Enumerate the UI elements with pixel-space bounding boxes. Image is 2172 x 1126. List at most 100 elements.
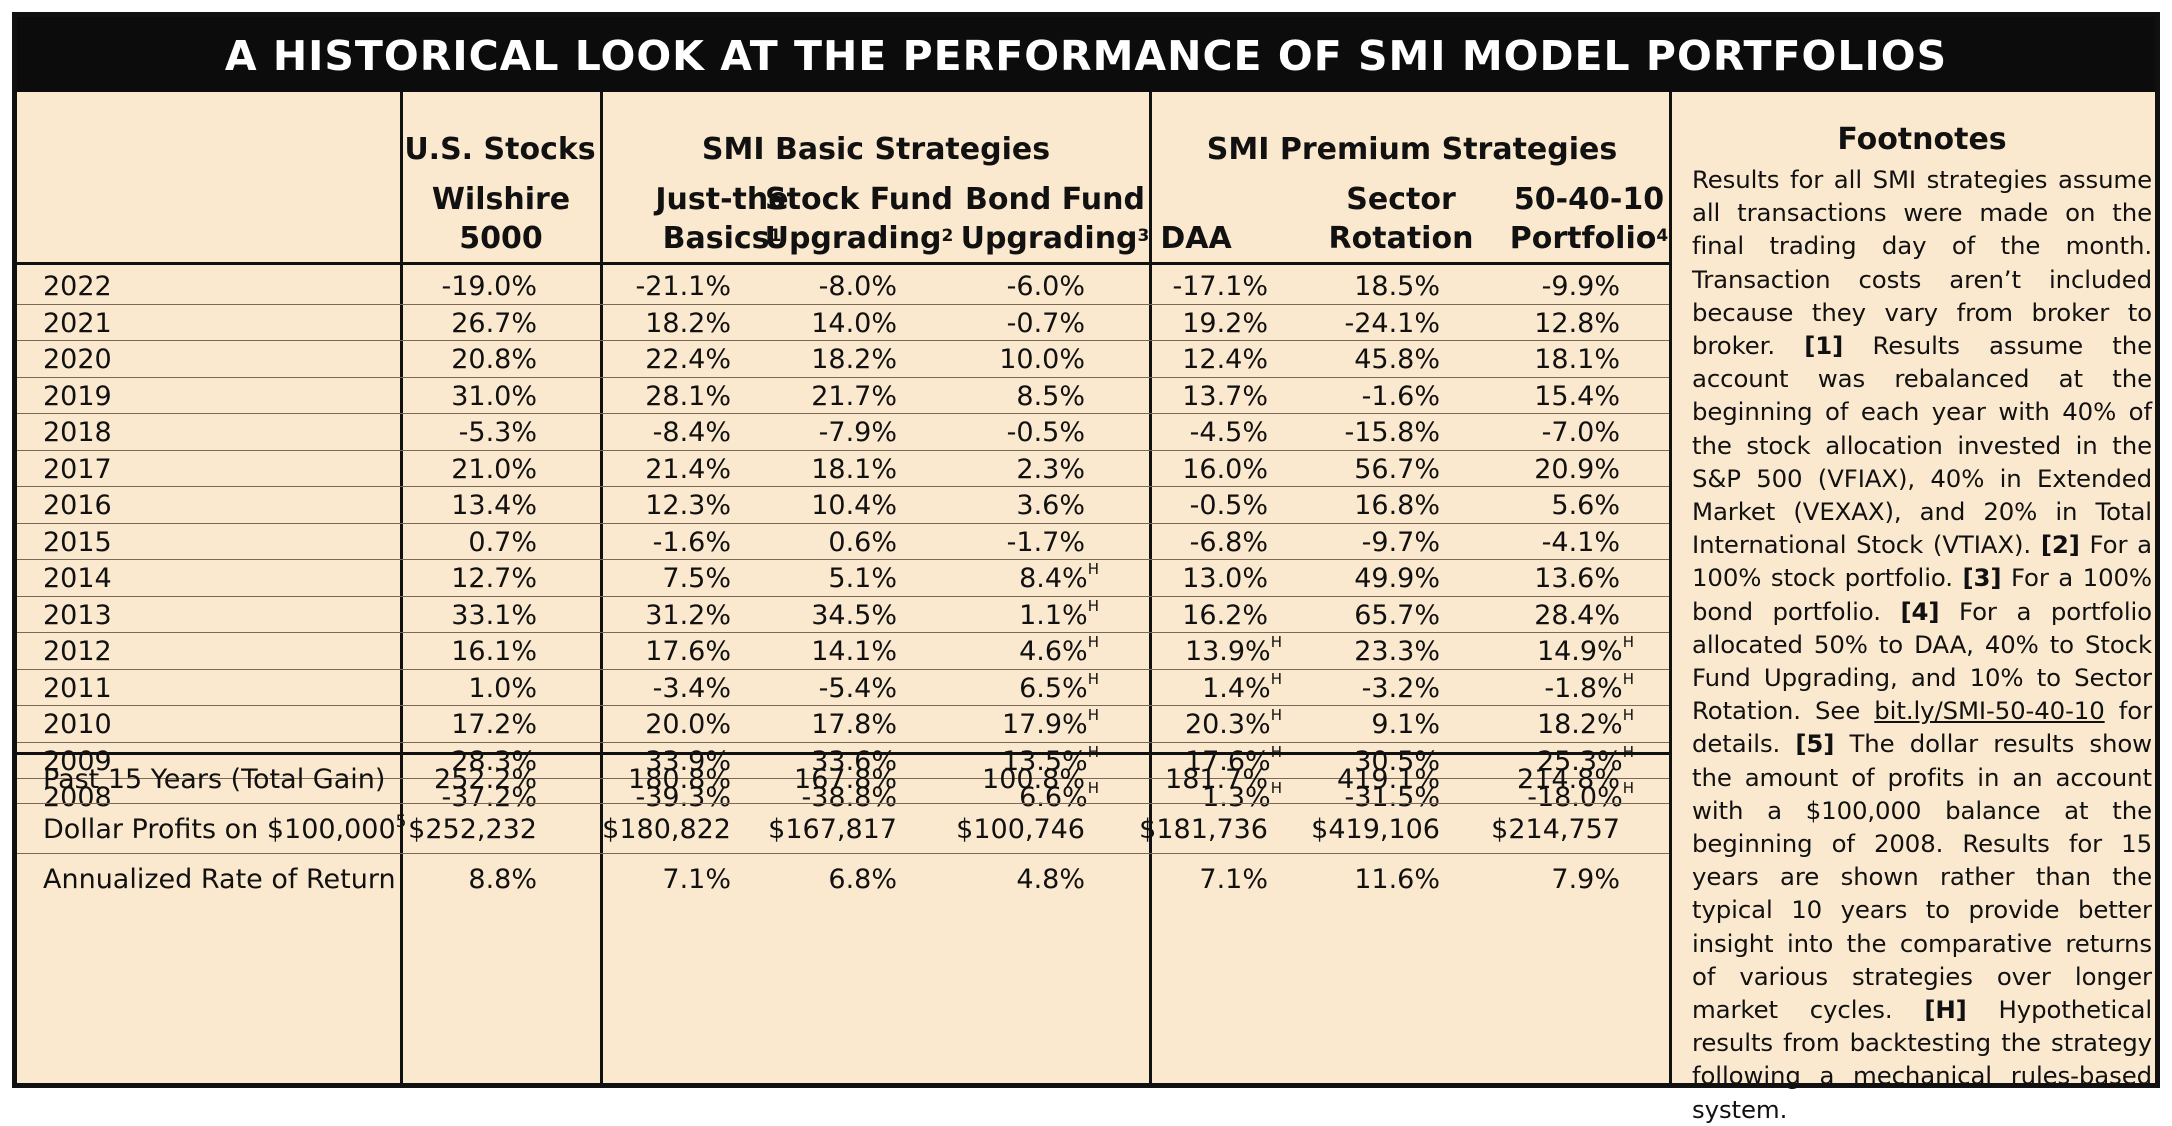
table-cell: 56.7% <box>1354 453 1440 485</box>
table-cell: -1.7% <box>1006 526 1085 558</box>
column-header-line1: Stock Fund <box>765 182 953 217</box>
footnote-2-tag: [2] <box>2040 530 2080 560</box>
table-cell: -8.4% <box>652 417 731 448</box>
table-cell: 33.6% <box>811 745 897 777</box>
row-divider <box>17 303 1669 305</box>
table-cell: 20.0% <box>645 709 731 740</box>
column-header-line1: Just-the <box>655 182 789 217</box>
row-year-label: 2019 <box>43 380 112 412</box>
table-cell: 18.2% <box>645 307 731 339</box>
summary-cell: 167.8% <box>794 764 897 795</box>
column-header-line2: Rotation <box>1328 221 1474 256</box>
table-cell: 16.2% <box>1182 599 1268 631</box>
table-cell: -4.1% <box>1541 526 1620 558</box>
table-cell: -0.5% <box>1006 417 1085 448</box>
table-cell: 6.6%H <box>1019 779 1099 813</box>
row-divider <box>17 668 1669 670</box>
table-cell: 23.3% <box>1354 636 1440 667</box>
table-cell: 9.1% <box>1371 709 1440 740</box>
table-cell: -15.8% <box>1344 417 1440 448</box>
footnote-5: The dollar results show the amount of pr… <box>1692 729 2152 1025</box>
column-header-line2: Upgrading2 <box>764 221 954 256</box>
summary-cell: 7.1% <box>1199 864 1268 895</box>
row-year-label: 2020 <box>43 344 112 375</box>
footnote-1-tag: [1] <box>1804 331 1844 361</box>
column-header-line2: 5000 <box>459 221 543 256</box>
row-divider <box>17 803 1669 804</box>
table-cell: 18.5% <box>1354 271 1440 302</box>
table-cell: 14.1% <box>811 636 897 667</box>
row-year-label: 2017 <box>43 453 112 485</box>
row-year-label: 2013 <box>43 599 112 631</box>
summary-cell: 181.7% <box>1165 764 1268 795</box>
summary-row-label: Past 15 Years (Total Gain) <box>43 764 386 795</box>
column-divider <box>1149 92 1152 1088</box>
table-cell: 8.4%H <box>1019 560 1099 594</box>
summary-cell: $181,736 <box>1139 814 1268 845</box>
table-cell: -7.9% <box>818 417 897 448</box>
column-header-line2: DAA <box>1160 221 1232 256</box>
summary-row-label: Annualized Rate of Return <box>43 864 396 895</box>
footnote-5-tag: [5] <box>1795 729 1835 759</box>
footnote-2: For a 100% stock portfolio. <box>1692 530 2152 593</box>
performance-table: U.S. Stocks SMI Basic Strategies SMI Pre… <box>17 92 1672 1088</box>
table-cell: 17.6%H <box>1184 742 1282 777</box>
table-cell: -5.4% <box>818 672 897 704</box>
table-cell: -1.6% <box>652 526 731 558</box>
table-cell: 17.8% <box>811 709 897 740</box>
summary-cell: 214.8% <box>1517 764 1620 795</box>
column-divider <box>400 92 403 1088</box>
summary-cell: 419.1% <box>1337 764 1440 795</box>
footnote-1: Results assume the account was rebalance… <box>1692 331 2153 560</box>
table-cell: -6.0% <box>1006 271 1085 302</box>
row-divider <box>17 559 1669 560</box>
column-header-line2: Portfolio4 <box>1509 221 1669 256</box>
table-cell: -37.2% <box>441 782 537 813</box>
header-divider <box>17 262 1669 265</box>
table-cell: 14.9%H <box>1536 633 1634 667</box>
table-cell: 5.1% <box>828 563 897 594</box>
table-cell: 34.5% <box>811 599 897 631</box>
table-cell: -19.0% <box>441 271 537 302</box>
table-cell: 28.1% <box>645 380 731 412</box>
table-cell: 4.6%H <box>1019 633 1099 667</box>
footnote-h-tag: [H] <box>1924 995 1967 1025</box>
performance-panel: A HISTORICAL LOOK AT THE PERFORMANCE OF … <box>12 12 2160 1124</box>
summary-cell: 11.6% <box>1354 864 1440 895</box>
row-divider <box>17 741 1669 743</box>
row-divider <box>17 340 1669 341</box>
summary-cell: 6.8% <box>828 864 897 895</box>
table-cell: -31.5% <box>1344 782 1440 813</box>
summary-cell: 4.8% <box>1016 864 1085 895</box>
row-divider <box>17 449 1669 451</box>
table-cell: 49.9% <box>1354 563 1440 594</box>
table-cell: 20.3%H <box>1184 706 1282 740</box>
table-cell: 2.3% <box>1016 453 1085 485</box>
summary-row-label: Dollar Profits on $100,0005 <box>43 812 407 845</box>
row-divider <box>17 522 1669 524</box>
row-year-label: 2008 <box>43 782 112 813</box>
table-cell: 12.3% <box>645 490 731 521</box>
footnote-4: For a portfolio allocated 50% to DAA, 40… <box>1692 596 2152 726</box>
column-header-line1: 50-40-10 <box>1513 182 1665 217</box>
table-cell: 33.1% <box>451 599 537 631</box>
footnote-4-link[interactable]: bit.ly/SMI-50-40-10 <box>1874 696 2105 726</box>
row-divider <box>17 376 1669 378</box>
summary-cell: 8.8% <box>468 864 537 895</box>
summary-cell: $214,757 <box>1491 814 1620 845</box>
table-cell: 16.1% <box>451 636 537 667</box>
row-year-label: 2018 <box>43 417 112 448</box>
footnotes-text: Results for all SMI strategies assume al… <box>1692 163 2152 1126</box>
table-cell: 1.0% <box>468 672 537 704</box>
summary-cell: 100.8% <box>982 764 1085 795</box>
table-cell: 33.9% <box>645 745 731 777</box>
table-cell: 26.7% <box>451 307 537 339</box>
row-year-label: 2009 <box>43 745 112 777</box>
table-cell: -18.0%H <box>1527 779 1634 813</box>
column-divider <box>600 92 603 1088</box>
row-year-label: 2016 <box>43 490 112 521</box>
summary-cell: $100,746 <box>956 814 1085 845</box>
table-cell: -39.3% <box>635 782 731 813</box>
column-header-line2: Upgrading3 <box>960 221 1150 256</box>
footnote-3-tag: [3] <box>1962 563 2002 593</box>
